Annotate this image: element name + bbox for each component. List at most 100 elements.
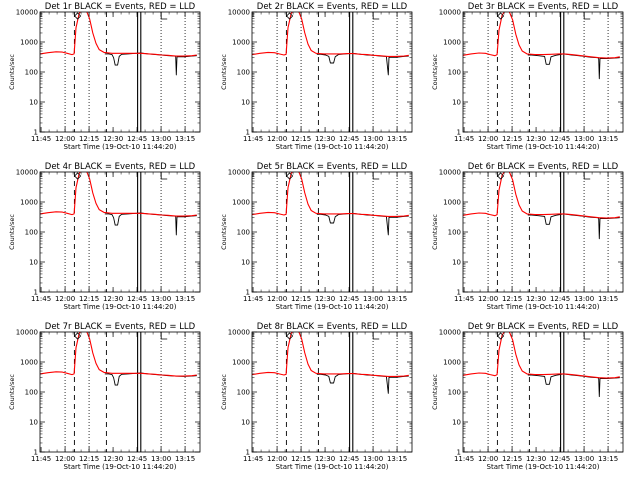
x-tick-label: 12:15 (291, 135, 311, 143)
x-tick-label: 12:30 (526, 455, 546, 463)
x-axis-label: Start Time (19-Oct-10 11:44:20) (64, 143, 177, 151)
x-tick-label: 11:45 (243, 295, 263, 303)
panel-det-8r: Det 8r BLACK = Events, RED = LLD 1 10 100 10… (220, 322, 413, 471)
y-tick-label: 1000 (232, 39, 250, 47)
y-axis-label: Counts/sec (431, 54, 439, 90)
y-tick-label: 100 (448, 229, 461, 237)
panel-title: Det 9r BLACK = Events, RED = LLD (468, 322, 619, 332)
y-tick-label: 1 (246, 289, 250, 297)
x-tick-label: 12:00 (55, 455, 75, 463)
x-tick-label: 12:15 (79, 135, 99, 143)
y-tick-label: 1000 (20, 39, 38, 47)
y-axis-label: Counts/sec (220, 54, 228, 90)
x-axis-label: Start Time (19-Oct-10 11:44:20) (487, 463, 600, 471)
diamond-marker (286, 12, 294, 20)
y-tick-label: 10 (29, 419, 38, 427)
x-tick-label: 11:45 (31, 455, 51, 463)
panel-det-4r: Det 4r BLACK = Events, RED = LLD 1 10 100 10… (8, 162, 201, 311)
x-tick-label: 12:30 (526, 295, 546, 303)
x-tick-label: 13:00 (363, 295, 383, 303)
lld-series-line (40, 332, 197, 377)
x-axis-label: Start Time (19-Oct-10 11:44:20) (64, 463, 177, 471)
panel-det-6r: Det 6r BLACK = Events, RED = LLD 1 10 100 10… (431, 162, 624, 311)
x-tick-label: 11:45 (31, 135, 51, 143)
y-tick-label: 10000 (16, 169, 38, 177)
x-tick-label: 12:45 (550, 135, 570, 143)
y-tick-label: 100 (237, 69, 250, 77)
y-tick-label: 1 (457, 289, 461, 297)
x-tick-label: 12:15 (502, 455, 522, 463)
y-tick-label: 1 (34, 129, 38, 137)
y-axis-label: Counts/sec (431, 214, 439, 250)
y-tick-label: 1 (34, 449, 38, 457)
diamond-marker (74, 332, 82, 340)
y-tick-label: 1000 (20, 359, 38, 367)
diamond-marker (497, 172, 505, 180)
x-tick-label: 12:45 (127, 135, 147, 143)
x-tick-label: 13:00 (574, 135, 594, 143)
lld-series-line (252, 332, 409, 377)
x-tick-label: 12:30 (315, 135, 335, 143)
diamond-marker (286, 332, 294, 340)
y-tick-label: 1 (246, 129, 250, 137)
panel-det-1r: Det 1r BLACK = Events, RED = LLD 1 10 100 10… (8, 2, 201, 151)
x-tick-label: 12:00 (55, 135, 75, 143)
x-axis-label: Start Time (19-Oct-10 11:44:20) (276, 463, 389, 471)
panel-title: Det 1r BLACK = Events, RED = LLD (45, 2, 196, 12)
x-tick-label: 12:30 (526, 135, 546, 143)
x-axis-label: Start Time (19-Oct-10 11:44:20) (276, 143, 389, 151)
x-tick-label: 13:15 (598, 455, 618, 463)
y-tick-label: 100 (448, 389, 461, 397)
panel-det-2r: Det 2r BLACK = Events, RED = LLD 1 10 100 10… (220, 2, 413, 151)
x-tick-label: 12:00 (267, 295, 287, 303)
y-tick-label: 10000 (228, 169, 250, 177)
y-tick-label: 100 (448, 69, 461, 77)
x-tick-label: 13:00 (574, 455, 594, 463)
y-axis-label: Counts/sec (220, 374, 228, 410)
x-tick-label: 12:45 (127, 455, 147, 463)
plot-data-area (40, 172, 197, 236)
x-tick-label: 11:45 (454, 455, 474, 463)
panel-title: Det 8r BLACK = Events, RED = LLD (257, 322, 408, 332)
y-tick-label: 1000 (232, 359, 250, 367)
y-axis-label: Counts/sec (431, 374, 439, 410)
panel-det-5r: Det 5r BLACK = Events, RED = LLD 1 10 100 10… (220, 162, 413, 311)
x-tick-label: 13:00 (151, 455, 171, 463)
x-axis-label: Start Time (19-Oct-10 11:44:20) (276, 303, 389, 311)
y-tick-label: 10000 (439, 329, 461, 337)
x-tick-label: 12:00 (267, 135, 287, 143)
lld-series-line (463, 172, 620, 219)
plot-data-area (252, 172, 409, 236)
y-tick-label: 1 (246, 449, 250, 457)
y-tick-label: 100 (237, 389, 250, 397)
x-tick-label: 13:15 (598, 135, 618, 143)
lld-series-line (463, 12, 620, 59)
x-tick-label: 11:45 (243, 135, 263, 143)
plot-data-area (463, 332, 620, 398)
panel-det-3r: Det 3r BLACK = Events, RED = LLD 1 10 100 10… (431, 2, 624, 151)
x-tick-label: 12:15 (291, 455, 311, 463)
y-tick-label: 10 (241, 99, 250, 107)
y-tick-label: 1 (457, 449, 461, 457)
panel-title: Det 7r BLACK = Events, RED = LLD (45, 322, 196, 332)
y-tick-label: 10 (452, 99, 461, 107)
y-tick-label: 1 (457, 129, 461, 137)
y-tick-label: 1000 (443, 359, 461, 367)
x-axis-label: Start Time (19-Oct-10 11:44:20) (487, 303, 600, 311)
plot-data-area (252, 332, 409, 394)
plot-data-area (463, 172, 620, 240)
diamond-marker (286, 172, 294, 180)
x-tick-label: 12:30 (315, 295, 335, 303)
x-tick-label: 13:00 (151, 295, 171, 303)
x-tick-label: 11:45 (243, 455, 263, 463)
x-tick-label: 12:15 (502, 295, 522, 303)
y-tick-label: 10 (241, 419, 250, 427)
x-tick-label: 13:15 (387, 135, 407, 143)
x-tick-label: 12:00 (55, 295, 75, 303)
y-axis-label: Counts/sec (8, 214, 16, 250)
y-tick-label: 10 (29, 99, 38, 107)
y-tick-label: 100 (25, 229, 38, 237)
lld-series-line (463, 332, 620, 379)
x-tick-label: 12:45 (127, 295, 147, 303)
